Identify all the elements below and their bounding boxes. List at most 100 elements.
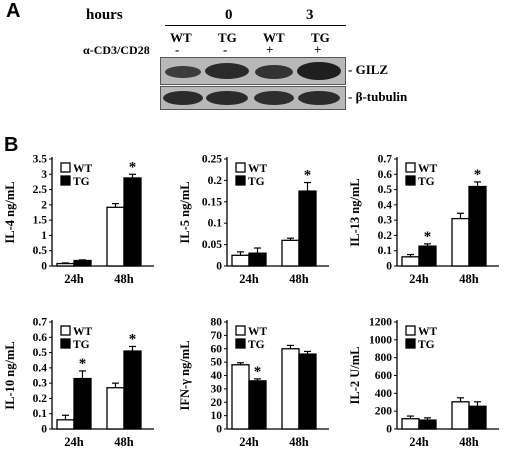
legend-label-tg: TG <box>248 339 265 351</box>
genotype-wt-0h: WT <box>170 30 192 45</box>
y-tick-label-6: 60 <box>211 343 223 355</box>
y-tick-label-4: 800 <box>375 352 393 364</box>
bar-wt-24h <box>401 256 420 267</box>
significance-star-24h: * <box>424 229 432 245</box>
y-tick-label-5: 50 <box>211 357 223 369</box>
y-tick-label-1: 0.05 <box>202 239 222 251</box>
bar-tg-24h <box>248 252 267 267</box>
y-tick-label-0: 0 <box>41 261 47 273</box>
y-tick-label-0: 0 <box>386 261 392 273</box>
legend-label-wt: WT <box>418 326 438 338</box>
tubulin-bands <box>163 91 340 105</box>
y-axis-label: IL-10 ng/mL <box>3 341 17 409</box>
legend-swatch-wt <box>405 325 416 336</box>
tubulin-band-2 <box>206 91 248 105</box>
treatment-sign-3: + <box>266 42 274 57</box>
chart-il10: 0 0.1 0.2 0.3 0.4 0.5 0.6 0.7 IL-10 ng/mL * 24h * 48… <box>3 317 154 449</box>
legend-label-tg: TG <box>248 176 265 188</box>
divider-0h <box>165 25 290 26</box>
y-tick-label-3: 0.3 <box>33 378 48 390</box>
gilz-label-text: GILZ <box>355 62 389 77</box>
y-tick-label-3: 30 <box>211 383 223 395</box>
hours-label: hours <box>86 7 123 23</box>
y-tick-label-7: 3.5 <box>33 154 48 166</box>
x-tick-label-24h: 24h <box>409 272 429 286</box>
bar-wt-24h <box>56 419 75 430</box>
y-tick-label-3: 1.5 <box>33 215 48 227</box>
legend-swatch-tg <box>235 338 246 349</box>
gilz-label: - GILZ <box>348 62 389 77</box>
y-tick-label-2: 400 <box>375 388 393 400</box>
legend-swatch-wt <box>405 162 416 173</box>
genotype-tg-3h: TG <box>311 30 330 45</box>
y-axis-label: IL-13 ng/mL <box>348 178 362 246</box>
x-tick-label-24h: 24h <box>239 435 259 449</box>
y-tick-label-7: 70 <box>211 330 223 342</box>
x-tick-label-48h: 48h <box>459 272 479 286</box>
y-tick-label-0: 0 <box>216 424 222 436</box>
bar-wt-48h <box>106 387 125 430</box>
panel-a-letter: A <box>6 0 21 22</box>
treatment-sign-2: - <box>223 42 228 57</box>
x-tick-label-48h: 48h <box>289 272 309 286</box>
significance-star-24h: * <box>79 356 87 372</box>
bar-tg-24h <box>73 259 92 267</box>
tubulin-band-4 <box>298 91 340 105</box>
bar-tg-48h <box>298 353 317 430</box>
y-tick-label-5: 0.5 <box>378 184 393 196</box>
bar-tg-48h <box>298 190 317 267</box>
legend-label-wt: WT <box>248 163 268 175</box>
divider-3h <box>254 25 346 26</box>
bar-tg-24h <box>73 377 92 430</box>
time-point-3: 3 <box>306 7 314 23</box>
bar-tg-48h <box>123 177 142 267</box>
significance-star-48h: * <box>304 168 312 184</box>
gilz-band-2 <box>205 63 249 79</box>
y-tick-label-0: 0 <box>41 424 47 436</box>
bar-wt-24h <box>231 254 250 267</box>
gilz-bands <box>165 62 341 80</box>
y-tick-label-6: 0.6 <box>33 332 48 344</box>
tubulin-band-3 <box>254 91 294 105</box>
y-tick-label-7: 0.7 <box>33 317 48 329</box>
significance-star-48h: * <box>129 331 137 347</box>
significance-star-48h: * <box>129 159 137 175</box>
treatment-sign-4: + <box>314 42 322 57</box>
y-tick-label-1: 0.1 <box>33 408 48 420</box>
y-tick-label-4: 0.4 <box>378 199 393 211</box>
gilz-band-4 <box>297 62 341 80</box>
significance-star-48h: * <box>474 167 482 183</box>
x-tick-label-48h: 48h <box>459 435 479 449</box>
bar-wt-48h <box>281 348 300 430</box>
bar-tg-24h <box>418 419 437 430</box>
legend-swatch-wt <box>235 162 246 173</box>
y-tick-label-2: 0.2 <box>378 230 393 242</box>
bar-wt-48h <box>106 206 125 267</box>
tubulin-blot <box>160 86 346 110</box>
legend-swatch-tg <box>405 338 416 349</box>
y-tick-label-7: 0.7 <box>378 154 393 166</box>
treatment-sign-1: - <box>175 42 180 57</box>
bar-tg-48h <box>468 405 487 430</box>
y-tick-label-5: 1000 <box>369 334 392 346</box>
gilz-band-3 <box>255 65 293 79</box>
legend-swatch-tg <box>405 175 416 186</box>
y-axis-label: IL-4 ng/mL <box>3 181 17 243</box>
treatment-label: α-CD3/CD28 <box>83 43 150 57</box>
y-tick-label-5: 0.5 <box>33 347 48 359</box>
y-tick-label-8: 80 <box>211 317 223 329</box>
bar-tg-48h <box>123 350 142 430</box>
x-tick-label-48h: 48h <box>114 435 134 449</box>
bar-wt-48h <box>451 217 470 267</box>
bar-wt-48h <box>451 401 470 430</box>
chart-il13: 0 0.1 0.2 0.3 0.4 0.5 0.6 0.7 IL-13 ng/mL * 24h * 48… <box>348 154 499 286</box>
y-axis-label: IFN-γ ng/mL <box>178 340 192 410</box>
y-tick-label-4: 0.4 <box>33 362 48 374</box>
legend-swatch-wt <box>60 325 71 336</box>
y-tick-label-5: 2.5 <box>33 184 48 196</box>
y-tick-label-3: 600 <box>375 370 393 382</box>
y-tick-label-6: 1200 <box>369 317 392 329</box>
